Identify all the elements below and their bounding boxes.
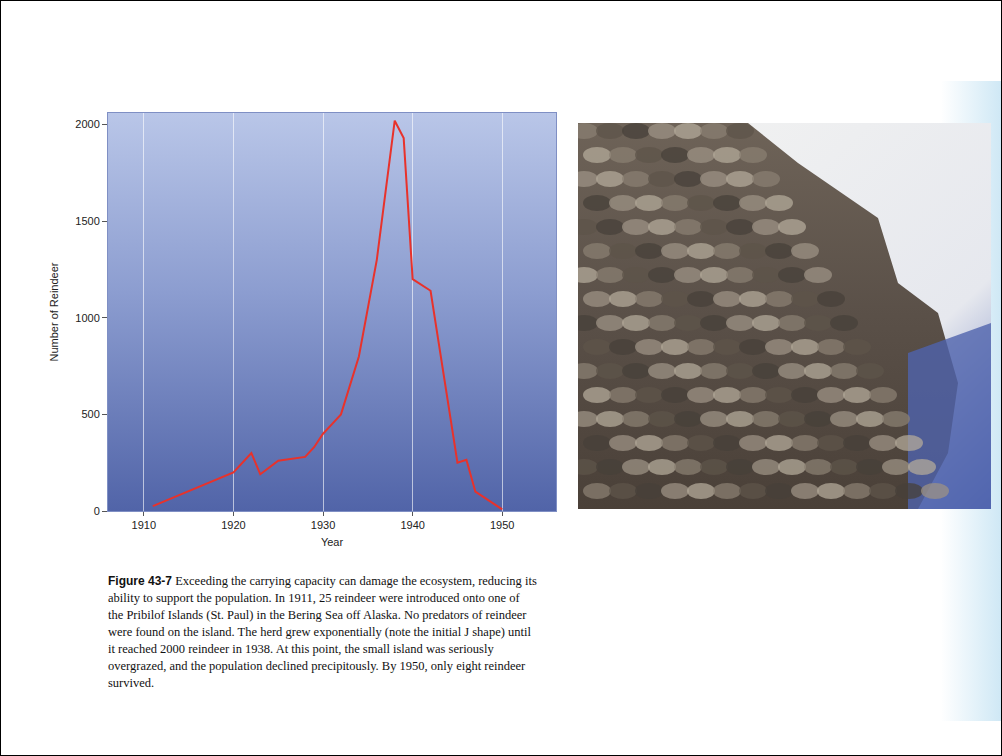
svg-text:1910: 1910: [132, 519, 156, 531]
svg-text:Year: Year: [321, 536, 344, 548]
svg-text:2000: 2000: [75, 118, 99, 130]
html-text:the Pribilof Islands (St. Paul: the Pribilof Islands (St. Paul) in the B…: [108, 608, 527, 622]
svg-text:1500: 1500: [75, 215, 99, 227]
html-text:survived.: survived.: [108, 676, 155, 690]
svg-text:1920: 1920: [221, 519, 245, 531]
html-text:overgrazed, and the population: overgrazed, and the population declined …: [108, 659, 526, 673]
svg-text:1940: 1940: [400, 519, 424, 531]
svg-text:500: 500: [81, 408, 99, 420]
html-text:it reached 2000 reindeer in 19: it reached 2000 reindeer in 1938. At thi…: [108, 642, 494, 656]
svg-text:Number of Reindeer: Number of Reindeer: [48, 262, 60, 361]
html-text:were found on the island. The: were found on the island. The herd grew …: [108, 625, 531, 639]
html-text:Figure 43-7 Exceeding the carr: Figure 43-7 Exceeding the carrying capac…: [108, 574, 537, 588]
svg-text:1000: 1000: [75, 312, 99, 324]
html-text:ability to support the populat: ability to support the population. In 19…: [108, 591, 520, 605]
svg-text:1930: 1930: [311, 519, 335, 531]
svg-text:0: 0: [94, 505, 100, 517]
svg-text:1950: 1950: [490, 519, 514, 531]
